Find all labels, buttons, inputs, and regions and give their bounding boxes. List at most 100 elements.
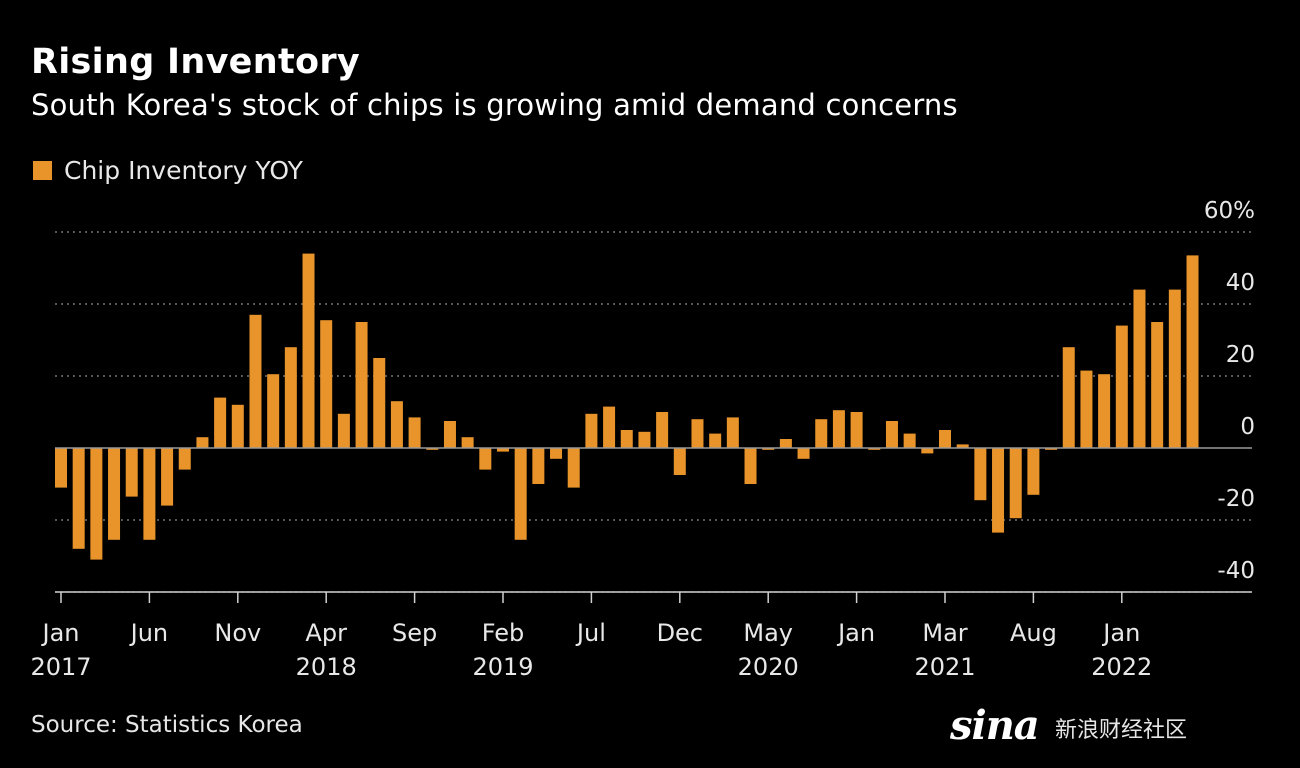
x-tick-label: Jan bbox=[41, 619, 80, 647]
bar bbox=[850, 412, 863, 448]
x-tick-label: Nov bbox=[214, 619, 261, 647]
bar bbox=[55, 448, 67, 488]
sina-logo-watermark: sina bbox=[950, 702, 1040, 749]
bar bbox=[585, 413, 598, 448]
bar bbox=[514, 448, 527, 540]
bar bbox=[249, 314, 262, 448]
bar bbox=[390, 401, 403, 448]
bar bbox=[90, 448, 103, 560]
legend-swatch bbox=[33, 160, 52, 180]
y-tick-label: 60% bbox=[1204, 198, 1255, 224]
bar bbox=[673, 448, 686, 475]
bar bbox=[143, 448, 156, 540]
x-year-label: 2021 bbox=[914, 653, 975, 681]
y-tick-label: -20 bbox=[1217, 486, 1255, 512]
bar bbox=[726, 417, 739, 448]
bar bbox=[302, 253, 315, 448]
x-tick-label: Aug bbox=[1010, 619, 1057, 647]
bar bbox=[443, 421, 456, 448]
bar bbox=[178, 448, 191, 470]
bar bbox=[1045, 448, 1058, 450]
x-tick-label: Jul bbox=[575, 619, 606, 647]
x-tick-label: Mar bbox=[922, 619, 967, 647]
bar bbox=[832, 410, 845, 448]
bar bbox=[231, 404, 244, 448]
bar bbox=[461, 437, 474, 448]
bar bbox=[903, 433, 916, 448]
bar bbox=[638, 431, 651, 448]
bar bbox=[1027, 448, 1040, 495]
bar bbox=[1186, 255, 1199, 448]
x-year-label: 2022 bbox=[1091, 653, 1152, 681]
bar bbox=[426, 448, 439, 450]
bar bbox=[868, 448, 881, 450]
bar bbox=[1133, 289, 1146, 448]
bar bbox=[744, 448, 757, 484]
tick-labels: -40 -20 0 20 40 60% Jan 2017 Jun Nov Apr 2018 Sep Feb… bbox=[30, 198, 1255, 681]
x-tick-label: Jan bbox=[1101, 619, 1140, 647]
bar bbox=[550, 448, 563, 459]
chart-title: Rising Inventory bbox=[31, 42, 360, 82]
x-tick-label: May bbox=[743, 619, 793, 647]
bar bbox=[1115, 325, 1128, 448]
bar bbox=[603, 406, 616, 448]
x-tick-label: Apr bbox=[305, 619, 347, 647]
y-tick-label: 20 bbox=[1226, 342, 1255, 368]
y-tick-label: 0 bbox=[1240, 414, 1255, 440]
watermark-text: 新浪财经社区 bbox=[1055, 718, 1188, 743]
bar bbox=[196, 437, 209, 448]
bar bbox=[1062, 347, 1075, 448]
source-note: Source: Statistics Korea bbox=[31, 712, 303, 738]
bar bbox=[815, 419, 828, 448]
bar bbox=[709, 433, 722, 448]
chart-subtitle: South Korea's stock of chips is growing … bbox=[31, 88, 958, 122]
x-tick-label: Jun bbox=[129, 619, 169, 647]
bar bbox=[355, 322, 368, 448]
bar bbox=[567, 448, 580, 488]
bar bbox=[72, 448, 85, 549]
bar bbox=[620, 430, 633, 448]
bar bbox=[691, 419, 704, 448]
bar bbox=[479, 448, 492, 470]
x-year-label: 2020 bbox=[738, 653, 799, 681]
bar bbox=[974, 448, 987, 501]
bar bbox=[267, 374, 280, 448]
x-tick-label: Dec bbox=[657, 619, 703, 647]
bar bbox=[939, 430, 951, 448]
bar bbox=[656, 412, 669, 448]
legend-label: Chip Inventory YOY bbox=[64, 155, 303, 185]
bar bbox=[284, 347, 297, 448]
bar bbox=[992, 448, 1005, 533]
x-year-label: 2019 bbox=[472, 653, 533, 681]
bar bbox=[108, 448, 121, 540]
x-tick-label: Jan bbox=[836, 619, 875, 647]
bar bbox=[1080, 370, 1093, 448]
bar bbox=[320, 320, 333, 448]
x-year-label: 2018 bbox=[296, 653, 357, 681]
bar bbox=[1151, 322, 1164, 448]
bar bbox=[1168, 289, 1181, 448]
bar bbox=[497, 448, 509, 452]
bar-series bbox=[55, 253, 1199, 560]
bar bbox=[532, 448, 545, 484]
bar bbox=[1009, 448, 1022, 519]
y-tick-label: -40 bbox=[1217, 558, 1255, 584]
bar bbox=[885, 421, 898, 448]
bar bbox=[337, 413, 350, 448]
bar bbox=[373, 358, 386, 448]
bar bbox=[408, 417, 421, 448]
bar bbox=[1098, 374, 1111, 448]
y-tick-label: 40 bbox=[1226, 270, 1255, 296]
bar bbox=[125, 448, 138, 497]
bar bbox=[797, 448, 810, 459]
bar bbox=[779, 439, 792, 448]
bar bbox=[161, 448, 174, 506]
bar bbox=[921, 448, 934, 454]
bar bbox=[214, 397, 227, 448]
bar bbox=[956, 444, 969, 448]
x-year-label: 2017 bbox=[30, 653, 91, 681]
bar bbox=[762, 448, 775, 450]
legend: Chip Inventory YOY bbox=[33, 154, 303, 186]
x-tick-label: Sep bbox=[392, 619, 437, 647]
